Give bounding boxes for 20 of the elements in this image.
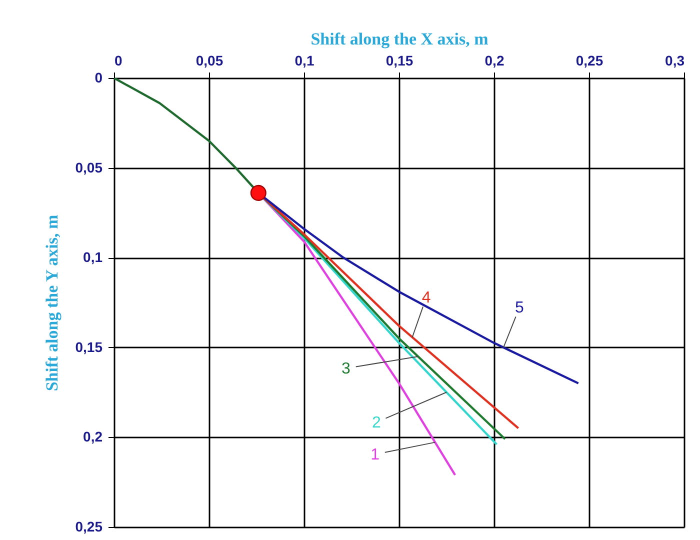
x-tick-label: 0,3 [665,52,685,68]
x-tick-label: 0,25 [576,52,604,68]
x-tick-label: 0 [114,52,122,68]
y-tick-label: 0,15 [75,338,103,355]
x-tick-label: 0,15 [386,52,414,68]
series-label: 4 [422,289,431,306]
y-tick-label: 0 [94,70,103,86]
x-tick-label: 0,05 [196,52,224,68]
y-tick-label: 0,2 [83,428,103,445]
y-axis-title: Shift along the Y axis, m [42,214,62,392]
y-tick-label: 0,25 [75,518,103,534]
x-axis-title: Shift along the X axis, m [310,30,488,48]
y-tick-label: 0,1 [83,249,103,266]
x-tick-label: 0,1 [294,52,314,68]
text: 3 [342,360,351,378]
x-tick-label: 0,2 [484,52,504,68]
text: 5 [515,299,524,316]
text: 2 [372,414,382,432]
text: 1 [370,446,380,464]
y-tick-label: 0,05 [75,159,103,176]
